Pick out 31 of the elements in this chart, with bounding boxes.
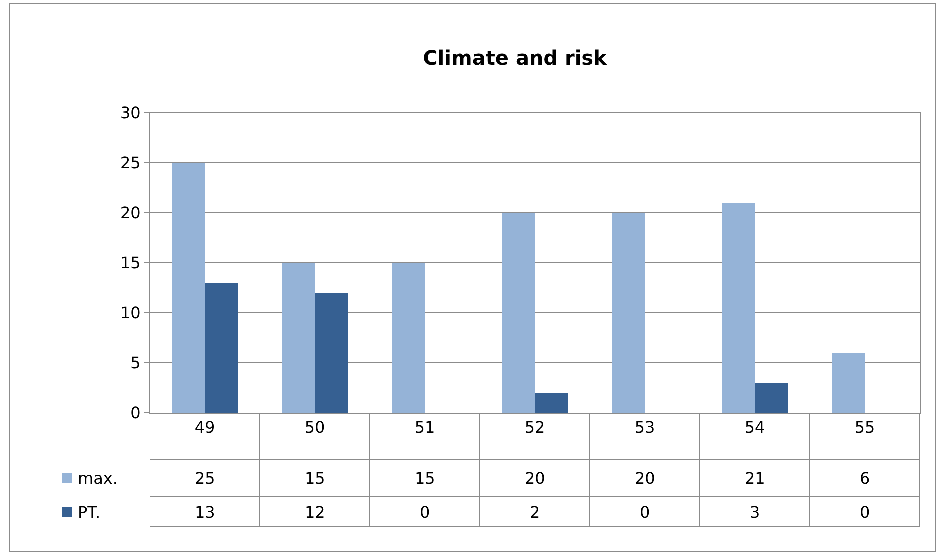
data-label: 3 — [750, 503, 760, 522]
x-tick-label: 50 — [304, 418, 326, 438]
y-tick-label: 10 — [120, 304, 141, 323]
data-label: 20 — [635, 469, 656, 488]
x-tick-label: 55 — [854, 418, 876, 438]
y-tick-label: 0 — [130, 404, 141, 423]
data-label: 25 — [195, 469, 216, 488]
data-label: 15 — [305, 469, 326, 488]
x-tick-label: 51 — [414, 418, 436, 438]
y-tick-label: 30 — [120, 104, 141, 123]
data-label: 13 — [195, 503, 216, 522]
x-tick-label: 49 — [194, 418, 216, 438]
x-tick-label: 53 — [634, 418, 656, 438]
data-label: 0 — [420, 503, 430, 522]
data-label: 6 — [860, 469, 870, 488]
data-label: 12 — [305, 503, 326, 522]
y-tick-label: 20 — [120, 204, 141, 223]
data-label: 0 — [860, 503, 870, 522]
y-tick-label: 15 — [120, 254, 141, 273]
legend-label: PT. — [78, 503, 101, 522]
data-label: 2 — [530, 503, 540, 522]
data-label: 0 — [640, 503, 650, 522]
data-label: 21 — [745, 469, 766, 488]
y-tick-label: 25 — [120, 154, 141, 173]
x-tick-label: 52 — [524, 418, 546, 438]
legend-label: max. — [78, 469, 118, 488]
chart-title: Climate and risk — [423, 46, 608, 70]
data-label: 15 — [415, 469, 436, 488]
y-tick-label: 5 — [130, 354, 141, 373]
data-label: 20 — [525, 469, 546, 488]
x-tick-label: 54 — [744, 418, 766, 438]
